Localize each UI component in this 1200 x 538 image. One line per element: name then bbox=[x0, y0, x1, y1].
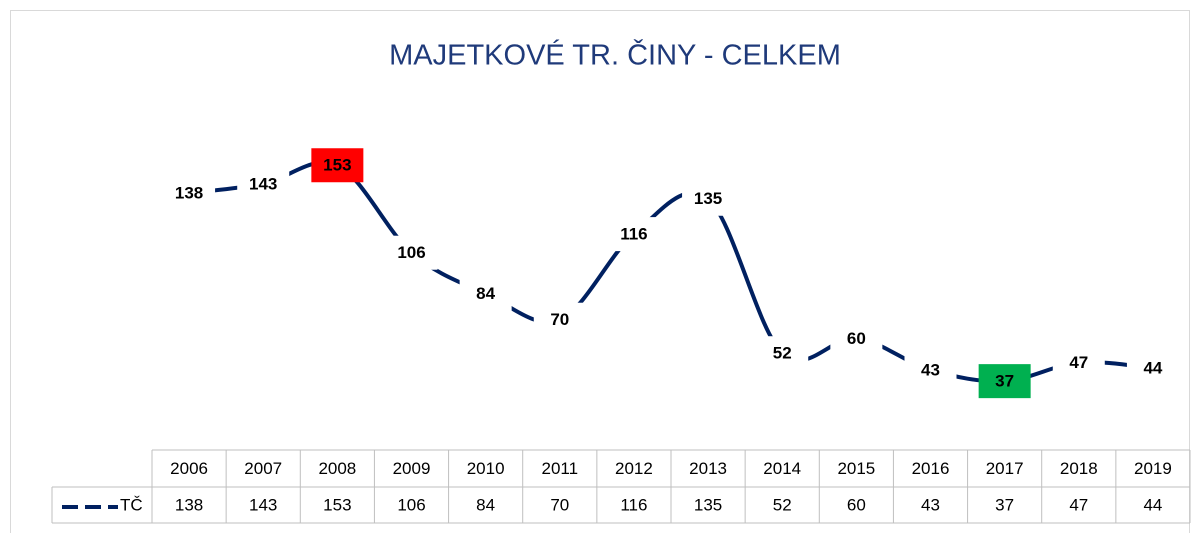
data-label-box bbox=[1126, 351, 1179, 386]
table-value: 52 bbox=[773, 495, 792, 514]
data-label-box bbox=[607, 217, 660, 252]
table-value: 60 bbox=[847, 495, 866, 514]
data-label: 106 bbox=[397, 243, 425, 262]
data-label: 52 bbox=[773, 344, 792, 363]
x-tick-label: 2006 bbox=[170, 459, 208, 478]
data-label: 143 bbox=[249, 174, 277, 193]
data-label-box bbox=[311, 148, 364, 183]
table-value: 138 bbox=[175, 495, 203, 514]
table-value: 153 bbox=[323, 495, 351, 514]
data-label: 44 bbox=[1143, 359, 1162, 378]
x-tick-label: 2009 bbox=[393, 459, 431, 478]
data-label-box bbox=[978, 364, 1031, 399]
x-tick-label: 2015 bbox=[837, 459, 875, 478]
chart-frame bbox=[10, 10, 1190, 538]
data-label: 43 bbox=[921, 360, 940, 379]
x-tick-label: 2018 bbox=[1060, 459, 1098, 478]
x-tick-label: 2014 bbox=[763, 459, 801, 478]
data-label-box bbox=[385, 235, 438, 270]
table-value: 37 bbox=[995, 495, 1014, 514]
data-label: 37 bbox=[995, 372, 1014, 391]
data-label: 116 bbox=[620, 225, 647, 244]
x-tick-label: 2011 bbox=[542, 459, 579, 478]
x-tick-label: 2013 bbox=[689, 459, 727, 478]
x-tick-label: 2016 bbox=[912, 459, 950, 478]
data-label-box bbox=[682, 181, 735, 216]
table-value: 116 bbox=[620, 495, 647, 514]
data-label: 70 bbox=[550, 310, 569, 329]
data-label: 60 bbox=[847, 329, 866, 348]
table-value: 43 bbox=[921, 495, 940, 514]
table-value: 143 bbox=[249, 495, 277, 514]
x-tick-label: 2012 bbox=[615, 459, 653, 478]
data-label: 84 bbox=[476, 284, 495, 303]
data-label-box bbox=[830, 321, 883, 356]
table-value: 84 bbox=[476, 495, 495, 514]
data-label: 47 bbox=[1069, 353, 1088, 372]
x-tick-label: 2010 bbox=[467, 459, 505, 478]
table-value: 106 bbox=[397, 495, 425, 514]
table-value: 44 bbox=[1143, 495, 1162, 514]
data-label: 138 bbox=[175, 184, 203, 203]
x-tick-label: 2008 bbox=[318, 459, 356, 478]
data-label: 135 bbox=[694, 189, 722, 208]
table-value: 47 bbox=[1069, 495, 1088, 514]
data-label-box bbox=[163, 176, 216, 211]
x-tick-label: 2017 bbox=[986, 459, 1024, 478]
data-label-box bbox=[904, 352, 957, 387]
x-tick-label: 2019 bbox=[1134, 459, 1172, 478]
data-label-box bbox=[756, 336, 809, 371]
chart-title: MAJETKOVÉ TR. ČINY - CELKEM bbox=[389, 38, 841, 72]
table-value: 70 bbox=[550, 495, 569, 514]
x-tick-label: 2007 bbox=[244, 459, 282, 478]
data-label-box bbox=[1052, 345, 1105, 380]
legend-label: TČ bbox=[120, 495, 143, 514]
data-label-box bbox=[533, 302, 586, 337]
table-value: 135 bbox=[694, 495, 722, 514]
data-label: 153 bbox=[323, 156, 351, 175]
data-label-box bbox=[237, 166, 290, 201]
data-label-box bbox=[459, 276, 512, 311]
